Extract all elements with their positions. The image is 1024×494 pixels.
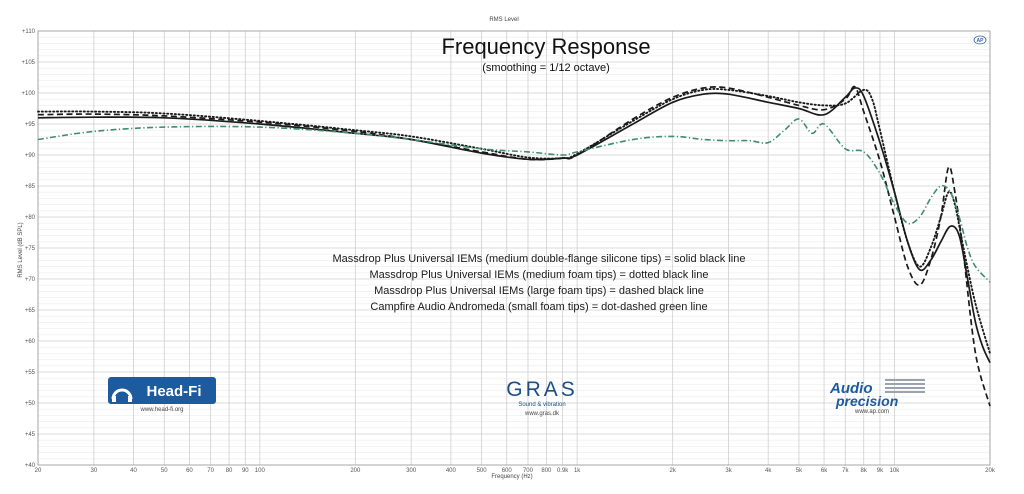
x-tick-label: 500 bbox=[477, 468, 488, 474]
x-tick-label: 10k bbox=[890, 468, 901, 474]
ap-stripes-icon bbox=[885, 379, 925, 393]
ap-badge-text: AP bbox=[977, 38, 985, 44]
ap-logo-bottom: precision bbox=[835, 393, 898, 409]
chart-subtitle: (smoothing = 1/12 octave) bbox=[482, 62, 610, 74]
x-tick-label: 3k bbox=[725, 468, 732, 474]
x-tick-label: 30 bbox=[91, 468, 98, 474]
y-tick-label: +45 bbox=[25, 432, 36, 438]
x-tick-label: 400 bbox=[446, 468, 457, 474]
gras-url: www.gras.dk bbox=[524, 411, 560, 417]
y-tick-label: +70 bbox=[25, 277, 36, 283]
legend-line-1: Massdrop Plus Universal IEMs (medium dou… bbox=[333, 253, 746, 265]
legend-line-2: Massdrop Plus Universal IEMs (medium foa… bbox=[370, 269, 709, 281]
legend-annotations: Massdrop Plus Universal IEMs (medium dou… bbox=[333, 253, 746, 313]
headfi-url: www.head-fi.org bbox=[139, 407, 183, 413]
x-tick-label: 20k bbox=[985, 468, 996, 474]
y-tick-label: +100 bbox=[21, 91, 35, 97]
ap-corner-badge: AP bbox=[973, 35, 987, 45]
x-tick-label: 5k bbox=[796, 468, 803, 474]
x-tick-label: 90 bbox=[242, 468, 249, 474]
y-tick-label: +110 bbox=[22, 29, 36, 35]
x-tick-label: 300 bbox=[406, 468, 417, 474]
y-tick-label: +105 bbox=[21, 60, 35, 66]
x-axis-label: Frequency (Hz) bbox=[491, 474, 532, 480]
plot-frame bbox=[37, 30, 991, 466]
x-tick-label: 60 bbox=[186, 468, 193, 474]
x-tick-label: 800 bbox=[541, 468, 552, 474]
y-tick-label: +95 bbox=[25, 122, 36, 128]
chart-title: Frequency Response bbox=[441, 34, 650, 59]
y-tick-label: +80 bbox=[25, 215, 36, 221]
x-tick-label: 0.9k bbox=[557, 468, 569, 474]
x-tick-label: 9k bbox=[877, 468, 884, 474]
y-tick-label: +75 bbox=[25, 246, 36, 252]
x-tick-label: 7k bbox=[842, 468, 849, 474]
x-tick-label: 8k bbox=[861, 468, 868, 474]
audio-precision-logo: Audio precision www.ap.com bbox=[829, 379, 925, 415]
y-tick-label: +40 bbox=[25, 463, 36, 469]
headfi-logo-box bbox=[108, 377, 216, 404]
x-tick-label: 20 bbox=[35, 468, 42, 474]
y-tick-label: +90 bbox=[25, 153, 36, 159]
headfi-logo-text: Head-Fi bbox=[146, 383, 201, 400]
series-line-4-dot-dashed bbox=[37, 118, 991, 283]
gras-logo-text: GRAS bbox=[506, 378, 578, 401]
headphones-icon bbox=[111, 388, 133, 400]
gras-tagline: Sound & vibration bbox=[518, 402, 565, 408]
y-tick-label: +65 bbox=[25, 308, 36, 314]
x-tick-label: 2k bbox=[669, 468, 676, 474]
y-axis-label: RMS Level (dB SPL) bbox=[18, 222, 24, 277]
x-tick-label: 200 bbox=[350, 468, 361, 474]
y-tick-label: +55 bbox=[25, 370, 36, 376]
ap-logo-top: Audio bbox=[829, 380, 873, 397]
x-tick-label: 4k bbox=[765, 468, 772, 474]
y-tick-label: +60 bbox=[25, 339, 36, 345]
x-tick-label: 6k bbox=[821, 468, 828, 474]
y-tick-labels: +110 +105 +100 +95 +90 +85 +80 +75 +70 +65 +60 +55 +… bbox=[21, 29, 35, 469]
x-tick-label: 80 bbox=[226, 468, 233, 474]
x-tick-labels: 20 30 40 50 60 70 80 90 100 200 300 400 500 600 700 800… bbox=[35, 468, 996, 474]
y-tick-label: +85 bbox=[25, 184, 36, 190]
y-tick-label: +50 bbox=[25, 401, 36, 407]
x-tick-label: 700 bbox=[523, 468, 534, 474]
series-lines bbox=[37, 85, 991, 407]
legend-line-4: Campfire Audio Andromeda (small foam tip… bbox=[370, 301, 707, 313]
ap-badge-ring bbox=[973, 35, 987, 45]
ap-url: www.ap.com bbox=[854, 409, 889, 415]
x-tick-label: 600 bbox=[502, 468, 513, 474]
x-tick-label: 40 bbox=[130, 468, 137, 474]
legend-line-3: Massdrop Plus Universal IEMs (large foam… bbox=[374, 285, 704, 297]
x-tick-label: 50 bbox=[161, 468, 168, 474]
top-rms-label: RMS Level bbox=[489, 17, 518, 23]
x-tick-label: 1k bbox=[574, 468, 581, 474]
x-tick-label: 100 bbox=[255, 468, 266, 474]
headfi-logo: Head-Fi www.head-fi.org bbox=[108, 377, 216, 413]
x-tick-label: 70 bbox=[207, 468, 214, 474]
gras-logo: GRAS Sound & vibration www.gras.dk bbox=[506, 378, 578, 417]
